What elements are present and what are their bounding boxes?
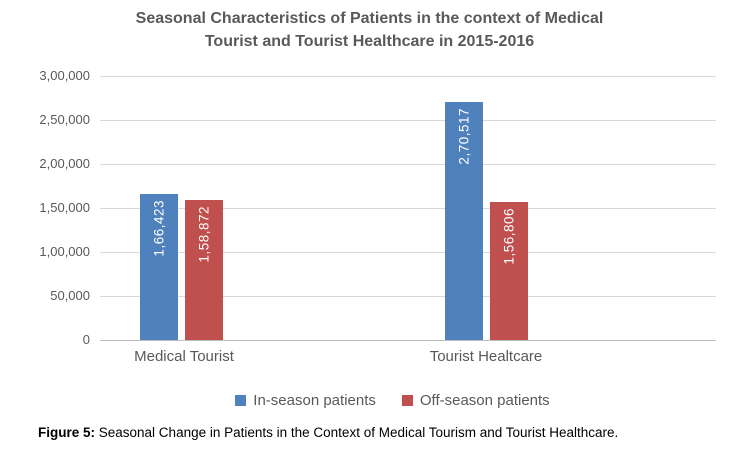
bar-in-season-patients-medical-tourist: 1,66,423 — [140, 194, 178, 340]
caption-text: Seasonal Change in Patients in the Conte… — [95, 425, 619, 440]
figure-caption: Figure 5: Seasonal Change in Patients in… — [38, 425, 729, 440]
legend-swatch-icon — [401, 395, 413, 406]
y-tick-label: 1,00,000 — [39, 244, 90, 259]
bar-value-label: 1,56,806 — [501, 208, 517, 265]
gridline — [100, 164, 716, 165]
gridline — [100, 252, 716, 253]
legend-label: In-season patients — [253, 392, 376, 409]
gridline — [100, 208, 716, 209]
x-category-label-tourist-healtcare: Tourist Healtcare — [429, 348, 543, 365]
y-tick-label: 50,000 — [50, 288, 90, 303]
legend-label: Off-season patients — [419, 392, 550, 409]
legend-swatch-icon — [235, 395, 247, 406]
bar-off-season-patients-tourist-healtcare: 1,56,806 — [490, 202, 528, 340]
x-axis-line — [100, 340, 716, 341]
gridline — [100, 120, 716, 121]
bar-off-season-patients-medical-tourist: 1,58,872 — [185, 200, 223, 340]
y-tick-label: 3,00,000 — [39, 68, 90, 83]
y-tick-label: 2,00,000 — [39, 156, 90, 171]
bar-value-label: 1,58,872 — [196, 206, 212, 263]
bar-value-label: 2,70,517 — [456, 108, 472, 165]
gridline — [100, 296, 716, 297]
legend-item-in-season-patients: In-season patients — [235, 392, 376, 409]
caption-figure-number: Figure 5: — [38, 425, 96, 440]
chart-title: Seasonal Characteristics of Patients in … — [135, 10, 604, 50]
gridline — [100, 76, 716, 77]
bar-in-season-patients-tourist-healtcare: 2,70,517 — [445, 102, 483, 340]
y-tick-label: 1,50,000 — [39, 200, 90, 215]
legend: In-season patients Off-season patients — [46, 392, 739, 409]
legend-item-off-season-patients: Off-season patients — [401, 392, 550, 409]
bar-value-label: 1,66,423 — [151, 200, 167, 257]
y-tick-label: 0 — [82, 332, 90, 347]
y-tick-label: 2,50,000 — [39, 112, 90, 127]
x-category-label-medical-tourist: Medical Tourist — [134, 348, 234, 365]
